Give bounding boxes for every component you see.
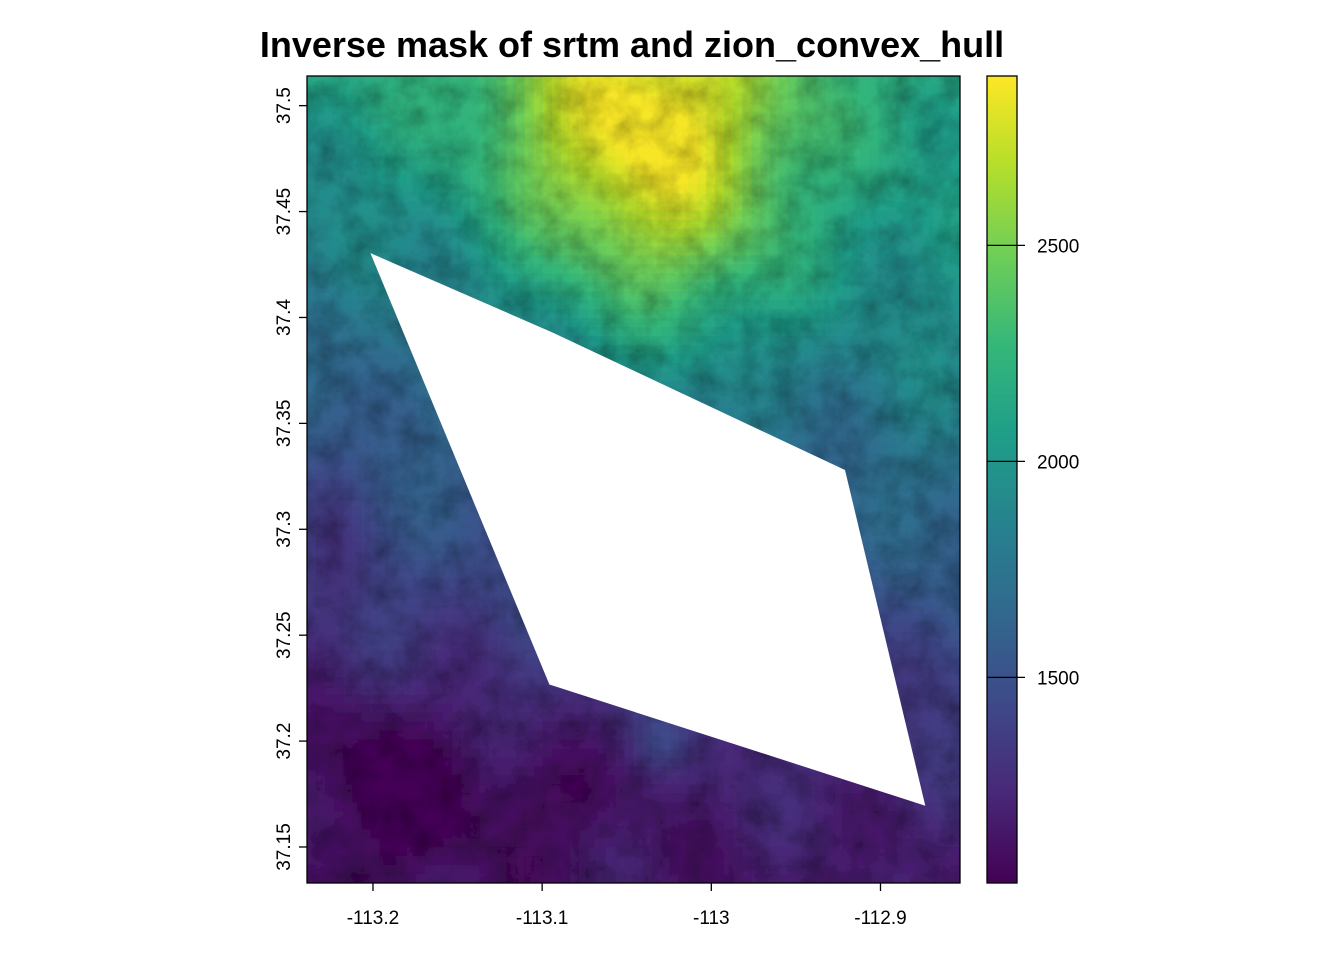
colorbar-tick-label: 1500 xyxy=(1037,668,1079,689)
chart-title: Inverse mask of srtm and zion_convex_hul… xyxy=(259,24,1005,65)
y-tick-label: 37.35 xyxy=(274,400,295,448)
x-axis: -113.2 -113.1 -113 -112.9 xyxy=(347,883,907,929)
plot-frame xyxy=(306,75,961,884)
inverse-mask-region xyxy=(370,253,926,806)
y-tick-label: 37.4 xyxy=(274,299,295,336)
y-tick-label: 37.3 xyxy=(274,511,295,548)
x-tick-label: -113 xyxy=(693,908,730,929)
y-axis: 37.15 37.2 37.25 37.3 37.35 37.4 37.45 37.5 xyxy=(274,87,307,871)
y-tick-label: 37.5 xyxy=(274,87,295,124)
colorbar-tick-label: 2000 xyxy=(1037,452,1079,473)
x-tick-label: -113.2 xyxy=(347,908,399,929)
y-tick-label: 37.25 xyxy=(274,611,295,659)
y-tick-label: 37.2 xyxy=(274,723,295,760)
colorbar-bar xyxy=(986,75,1018,884)
y-tick-label: 37.15 xyxy=(274,823,295,871)
y-tick-label: 37.45 xyxy=(274,188,295,236)
colorbar-tick-label: 2500 xyxy=(1037,236,1079,257)
colorbar-legend: 1500 2000 2500 xyxy=(986,75,1079,884)
x-tick-label: -113.1 xyxy=(516,908,568,929)
x-tick-label: -112.9 xyxy=(854,908,906,929)
